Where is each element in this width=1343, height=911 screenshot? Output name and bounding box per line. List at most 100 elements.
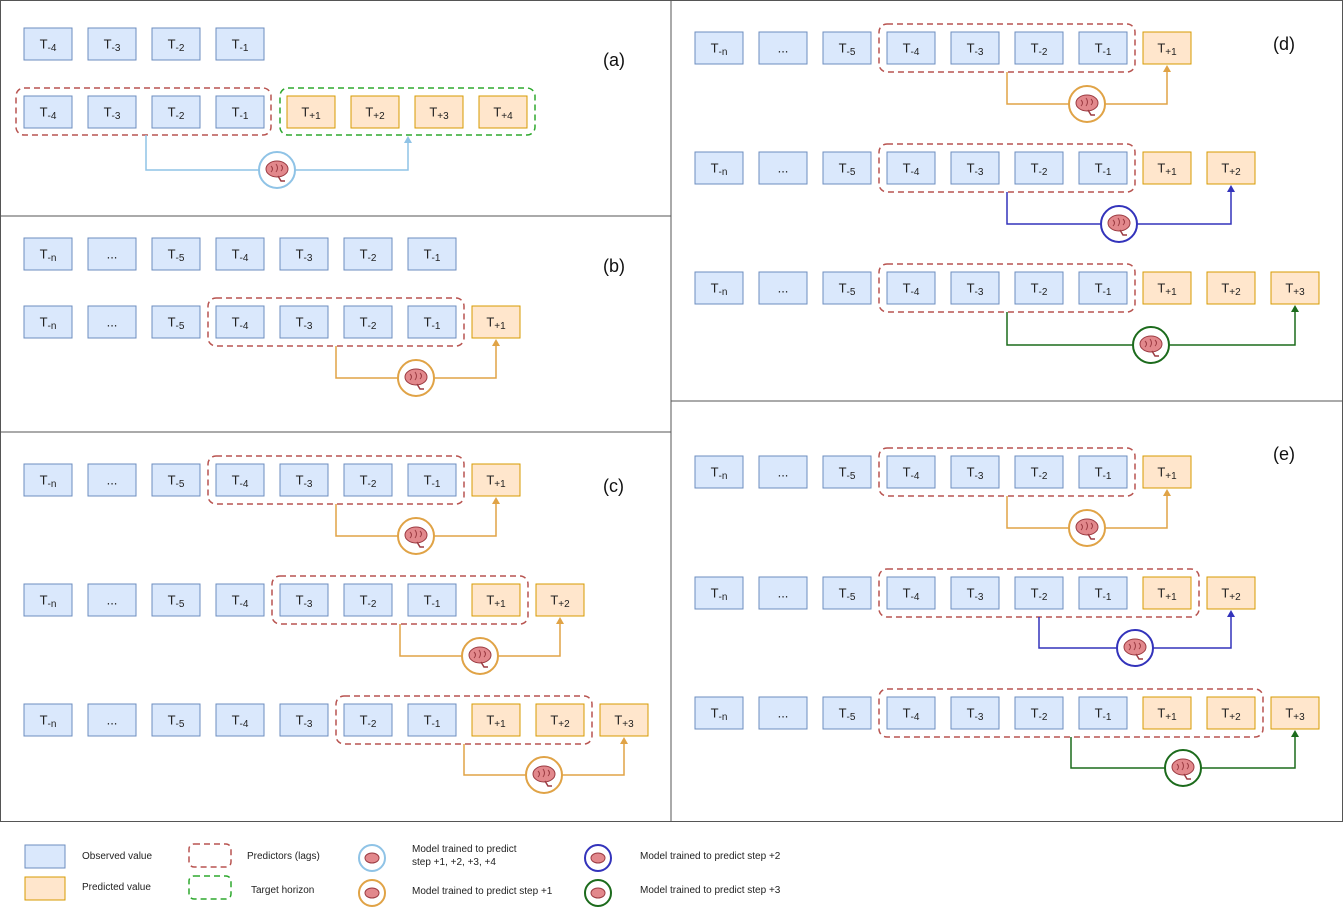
panel-a-row2-obs-cell-4: T-1	[215, 95, 265, 129]
panel-b-row1-cell-6: T-2	[343, 237, 393, 271]
panel-e-row3-cell-6: T-2	[1014, 696, 1064, 730]
panel-b-row2-cell-6: T-2	[343, 305, 393, 339]
panel-d-row1-cell-6: T-2	[1014, 31, 1064, 65]
legend-model-step2-label: Model trained to predict step +2	[640, 851, 781, 862]
svg-text:...: ...	[778, 160, 789, 175]
panel-e-row2-cell-4: T-4	[886, 576, 936, 610]
panel-c-row3-cell-6: T-2	[343, 703, 393, 737]
svg-text:...: ...	[107, 246, 118, 261]
panel-e-row2-cell-2: ...	[758, 576, 808, 610]
panel-d-row3-cell-3: T-5	[822, 271, 872, 305]
panel-e-row1-predictors-box	[878, 447, 1136, 497]
panel-e-row2-cell-1: T-n	[694, 576, 744, 610]
panel-e-row3-cell-4: T-4	[886, 696, 936, 730]
panel-e-row1-cell-6: T-2	[1014, 455, 1064, 489]
panel-e-row3-cell-8: T+1	[1142, 696, 1192, 730]
panel-e-row1-cell-4: T-4	[886, 455, 936, 489]
panel-c-row3-cell-7: T-1	[407, 703, 457, 737]
svg-text:...: ...	[778, 705, 789, 720]
panel-d-row3-cell-8: T+1	[1142, 271, 1192, 305]
panel-d-row2-cell-5: T-3	[950, 151, 1000, 185]
panel-c-row1-model-model-icon	[397, 517, 435, 555]
legend-target-label: Target horizon	[251, 885, 315, 896]
panel-d-row2-cell-7: T-1	[1078, 151, 1128, 185]
panel-c-row1-cell-5: T-3	[279, 463, 329, 497]
panel-b-row1-cell-5: T-3	[279, 237, 329, 271]
panel-e-row2-cell-8: T+1	[1142, 576, 1192, 610]
panel-d-row2-predictors-box	[878, 143, 1136, 193]
panel-d-row3-cell-6: T-2	[1014, 271, 1064, 305]
legend-model-step2-icon	[584, 844, 612, 872]
panel-d-row2-cell-4: T-4	[886, 151, 936, 185]
panel-d-row1-model-model-icon	[1068, 85, 1106, 123]
panel-c-row2-cell-2: ...	[87, 583, 137, 617]
panel-b-row2-cell-5: T-3	[279, 305, 329, 339]
panel-c-row2-cell-5: T-3	[279, 583, 329, 617]
panel-d-row2-cell-1: T-n	[694, 151, 744, 185]
panel-b-row1-cell-3: T-5	[151, 237, 201, 271]
svg-text:...: ...	[107, 472, 118, 487]
panel-e-row2-cell-5: T-3	[950, 576, 1000, 610]
panel-c-row2-predictors-box	[271, 575, 529, 625]
legend-model-multi-label-1: Model trained to predict	[412, 844, 517, 855]
panel-d-row3-cell-9: T+2	[1206, 271, 1256, 305]
panel-d-row1-cell-4: T-4	[886, 31, 936, 65]
panel-e-row3-cell-9: T+2	[1206, 696, 1256, 730]
panel-c-row2-cell-6: T-2	[343, 583, 393, 617]
panel-c-row3-cell-3: T-5	[151, 703, 201, 737]
panel-e-row3-cell-3: T-5	[822, 696, 872, 730]
panel-b-row2-cell-7: T-1	[407, 305, 457, 339]
legend-model-step3-icon	[584, 879, 612, 907]
legend-model-multi-label-2: step +1, +2, +3, +4	[412, 857, 496, 868]
panel-e-row2-cell-6: T-2	[1014, 576, 1064, 610]
panel-b-row2-cell-3: T-5	[151, 305, 201, 339]
panel-b-row2-cell-1: T-n	[23, 305, 73, 339]
svg-text:...: ...	[778, 585, 789, 600]
panel-d-row3-model-model-icon	[1132, 326, 1170, 364]
panel-a-model-model-icon	[258, 151, 296, 189]
panel-b-label: (b)	[603, 256, 625, 276]
panel-c-row2-cell-1: T-n	[23, 583, 73, 617]
legend-predictors-swatch	[188, 843, 232, 868]
legend-predictors-label: Predictors (lags)	[247, 851, 320, 862]
legend-observed-label: Observed value	[82, 851, 153, 862]
panel-b-row1-cell-2: ...	[87, 237, 137, 271]
panel-c-row3-cell-1: T-n	[23, 703, 73, 737]
panel-c-row3-model-model-icon	[525, 756, 563, 794]
panel-d-row1-predictors-box	[878, 23, 1136, 73]
panel-e-row3-cell-7: T-1	[1078, 696, 1128, 730]
panel-a-row1-cell-2: T-3	[87, 27, 137, 61]
panel-a-row2-obs-cell-2: T-3	[87, 95, 137, 129]
panel-a-label: (a)	[603, 50, 625, 70]
panel-c-row1-cell-7: T-1	[407, 463, 457, 497]
panel-c-row3-predictors-box	[335, 695, 593, 745]
panel-e-row1-cell-1: T-n	[694, 455, 744, 489]
panel-c-row1-cell-8: T+1	[471, 463, 521, 497]
panel-b-row1-cell-1: T-n	[23, 237, 73, 271]
panel-a-row1-cell-3: T-2	[151, 27, 201, 61]
panel-c-row1-cell-4: T-4	[215, 463, 265, 497]
panel-d-row3-cell-5: T-3	[950, 271, 1000, 305]
panel-e-row2-cell-9: T+2	[1206, 576, 1256, 610]
panel-a-predictors-box	[15, 87, 272, 136]
panel-d-row1-cell-3: T-5	[822, 31, 872, 65]
legend-model-step3-label: Model trained to predict step +3	[640, 885, 781, 896]
legend-predicted-label: Predicted value	[82, 882, 151, 893]
svg-text:...: ...	[778, 40, 789, 55]
panel-e-row1-cell-2: ...	[758, 455, 808, 489]
panel-c-row3-cell-10: T+3	[599, 703, 649, 737]
panel-d-row1-cell-8: T+1	[1142, 31, 1192, 65]
panel-b-row2-cell-8: T+1	[471, 305, 521, 339]
legend-model-step1-label: Model trained to predict step +1	[412, 886, 553, 897]
panel-a-target-box	[279, 87, 536, 136]
panel-e-row2-cell-7: T-1	[1078, 576, 1128, 610]
panel-b-row1-cell-7: T-1	[407, 237, 457, 271]
panel-a-row1-cell-1: T-4	[23, 27, 73, 61]
panel-e-row2-model-model-icon	[1116, 629, 1154, 667]
panel-d-row1-cell-1: T-n	[694, 31, 744, 65]
panel-e-row1-model-model-icon	[1068, 509, 1106, 547]
svg-text:...: ...	[778, 464, 789, 479]
panel-a-row2-pred-cell-2: T+2	[350, 95, 400, 129]
panel-e-row1-cell-5: T-3	[950, 455, 1000, 489]
